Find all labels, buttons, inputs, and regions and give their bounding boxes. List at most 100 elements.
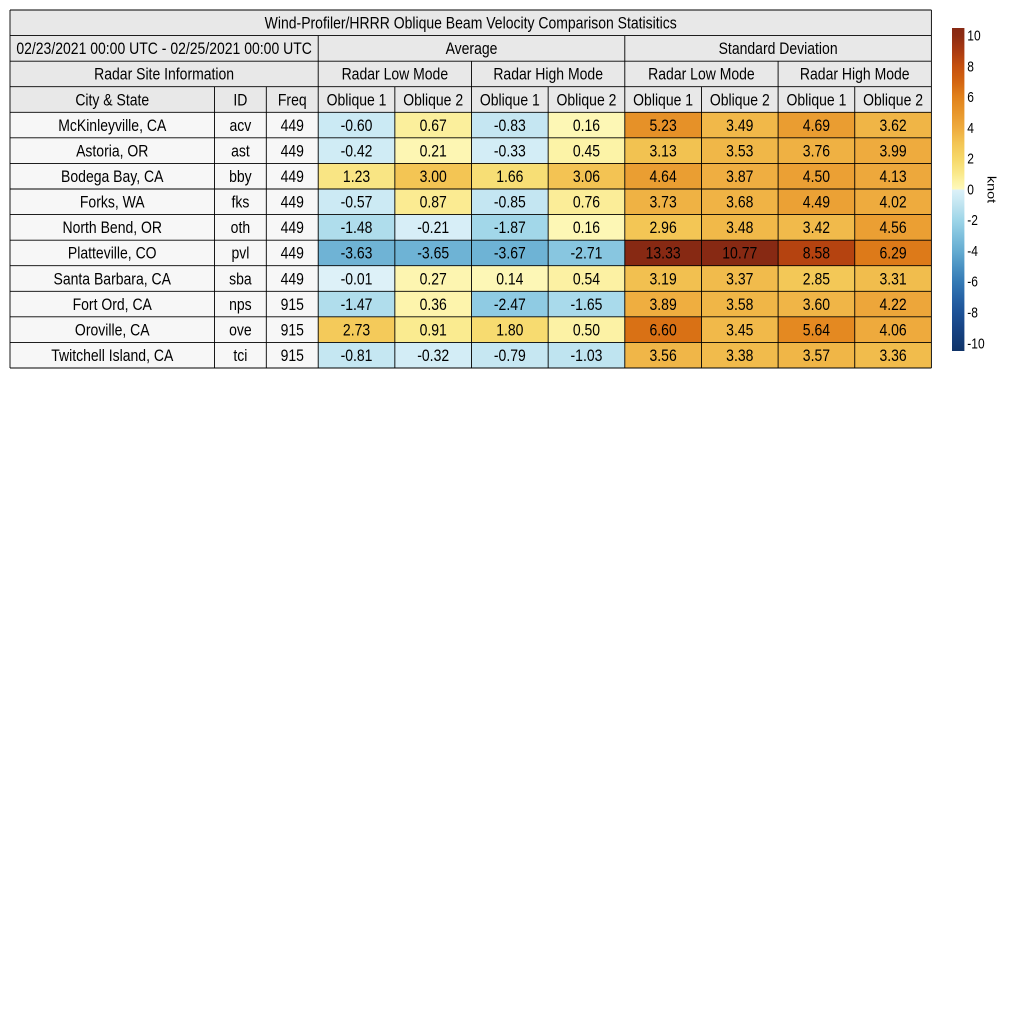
svg-text:449: 449 bbox=[281, 142, 304, 160]
svg-text:nps: nps bbox=[229, 296, 252, 314]
svg-text:4.13: 4.13 bbox=[879, 168, 906, 186]
svg-text:3.00: 3.00 bbox=[420, 168, 447, 186]
svg-text:ast: ast bbox=[231, 142, 250, 160]
svg-text:Standard Deviation: Standard Deviation bbox=[719, 40, 838, 58]
svg-text:5.23: 5.23 bbox=[650, 117, 677, 135]
svg-text:13.33: 13.33 bbox=[646, 245, 681, 263]
svg-text:0.91: 0.91 bbox=[420, 321, 447, 339]
svg-text:-0.60: -0.60 bbox=[341, 117, 373, 135]
svg-text:1.80: 1.80 bbox=[496, 321, 523, 339]
svg-text:0.36: 0.36 bbox=[420, 296, 447, 314]
svg-text:Forks, WA: Forks, WA bbox=[80, 193, 145, 211]
svg-text:-10: -10 bbox=[967, 335, 984, 351]
svg-text:North Bend, OR: North Bend, OR bbox=[62, 219, 162, 237]
svg-text:3.31: 3.31 bbox=[879, 270, 906, 288]
svg-text:4.02: 4.02 bbox=[879, 193, 906, 211]
svg-text:3.36: 3.36 bbox=[879, 347, 906, 365]
svg-text:Oblique 2: Oblique 2 bbox=[403, 91, 463, 109]
svg-text:2.96: 2.96 bbox=[650, 219, 677, 237]
svg-text:Oblique 2: Oblique 2 bbox=[557, 91, 617, 109]
svg-text:4.69: 4.69 bbox=[803, 117, 830, 135]
svg-text:ID: ID bbox=[233, 91, 247, 109]
svg-text:0.21: 0.21 bbox=[420, 142, 447, 160]
svg-text:1.23: 1.23 bbox=[343, 168, 370, 186]
svg-text:3.49: 3.49 bbox=[726, 117, 753, 135]
svg-text:5.64: 5.64 bbox=[803, 321, 831, 339]
svg-text:-0.42: -0.42 bbox=[341, 142, 373, 160]
svg-text:-0.83: -0.83 bbox=[494, 117, 526, 135]
svg-text:3.60: 3.60 bbox=[803, 296, 830, 314]
svg-text:sba: sba bbox=[229, 270, 252, 288]
svg-text:3.58: 3.58 bbox=[726, 296, 753, 314]
svg-text:0.87: 0.87 bbox=[420, 193, 447, 211]
svg-text:Fort Ord, CA: Fort Ord, CA bbox=[73, 296, 153, 314]
svg-text:0.16: 0.16 bbox=[573, 117, 600, 135]
svg-text:Platteville, CO: Platteville, CO bbox=[68, 245, 157, 263]
svg-text:Bodega Bay, CA: Bodega Bay, CA bbox=[61, 168, 164, 186]
svg-text:2.73: 2.73 bbox=[343, 321, 370, 339]
svg-text:4.50: 4.50 bbox=[803, 168, 830, 186]
svg-text:Oblique 1: Oblique 1 bbox=[327, 91, 387, 109]
svg-text:-8: -8 bbox=[967, 304, 978, 320]
svg-text:449: 449 bbox=[281, 219, 304, 237]
svg-text:Radar Low Mode: Radar Low Mode bbox=[648, 66, 755, 84]
svg-text:-3.67: -3.67 bbox=[494, 245, 526, 263]
svg-text:3.42: 3.42 bbox=[803, 219, 830, 237]
svg-text:-4: -4 bbox=[967, 243, 978, 259]
svg-text:3.13: 3.13 bbox=[650, 142, 677, 160]
svg-text:6: 6 bbox=[967, 89, 974, 105]
svg-text:8.58: 8.58 bbox=[803, 245, 830, 263]
svg-text:-0.85: -0.85 bbox=[494, 193, 526, 211]
svg-text:-1.47: -1.47 bbox=[341, 296, 373, 314]
svg-text:-3.63: -3.63 bbox=[341, 245, 373, 263]
svg-text:3.89: 3.89 bbox=[650, 296, 677, 314]
svg-text:0.27: 0.27 bbox=[420, 270, 447, 288]
svg-text:3.19: 3.19 bbox=[650, 270, 677, 288]
svg-text:-2: -2 bbox=[967, 212, 978, 228]
svg-text:0.45: 0.45 bbox=[573, 142, 600, 160]
svg-text:10: 10 bbox=[967, 28, 980, 44]
svg-text:8: 8 bbox=[967, 58, 974, 74]
svg-text:3.62: 3.62 bbox=[879, 117, 906, 135]
svg-text:-0.57: -0.57 bbox=[341, 193, 373, 211]
svg-text:-2.47: -2.47 bbox=[494, 296, 526, 314]
svg-text:ove: ove bbox=[229, 321, 252, 339]
svg-text:bby: bby bbox=[229, 168, 252, 186]
svg-text:2: 2 bbox=[967, 151, 974, 167]
svg-text:Oblique 1: Oblique 1 bbox=[480, 91, 540, 109]
svg-text:3.38: 3.38 bbox=[726, 347, 753, 365]
svg-text:449: 449 bbox=[281, 117, 304, 135]
svg-text:0: 0 bbox=[967, 181, 974, 197]
svg-text:-1.03: -1.03 bbox=[571, 347, 603, 365]
svg-text:915: 915 bbox=[281, 296, 304, 314]
svg-text:Twitchell Island, CA: Twitchell Island, CA bbox=[51, 347, 174, 365]
svg-text:3.37: 3.37 bbox=[726, 270, 753, 288]
svg-text:acv: acv bbox=[230, 117, 252, 135]
svg-text:449: 449 bbox=[281, 193, 304, 211]
svg-text:-0.33: -0.33 bbox=[494, 142, 526, 160]
svg-text:-1.87: -1.87 bbox=[494, 219, 526, 237]
svg-text:3.45: 3.45 bbox=[726, 321, 753, 339]
svg-text:-1.48: -1.48 bbox=[341, 219, 373, 237]
svg-text:Santa Barbara, CA: Santa Barbara, CA bbox=[54, 270, 172, 288]
svg-text:02/23/2021 00:00 UTC - 02/25/2: 02/23/2021 00:00 UTC - 02/25/2021 00:00 … bbox=[16, 40, 312, 58]
svg-text:Wind-Profiler/HRRR Oblique Bea: Wind-Profiler/HRRR Oblique Beam Velocity… bbox=[265, 14, 677, 32]
svg-text:-0.79: -0.79 bbox=[494, 347, 526, 365]
svg-text:0.50: 0.50 bbox=[573, 321, 600, 339]
svg-text:3.87: 3.87 bbox=[726, 168, 753, 186]
svg-text:oth: oth bbox=[231, 219, 250, 237]
svg-text:3.57: 3.57 bbox=[803, 347, 830, 365]
svg-text:3.56: 3.56 bbox=[650, 347, 677, 365]
svg-text:Radar High Mode: Radar High Mode bbox=[493, 66, 603, 84]
svg-text:4.22: 4.22 bbox=[879, 296, 906, 314]
svg-text:-0.01: -0.01 bbox=[341, 270, 373, 288]
svg-text:3.76: 3.76 bbox=[803, 142, 830, 160]
svg-text:McKinleyville, CA: McKinleyville, CA bbox=[58, 117, 167, 135]
svg-text:3.53: 3.53 bbox=[726, 142, 753, 160]
svg-text:4.64: 4.64 bbox=[650, 168, 678, 186]
svg-text:Radar Low Mode: Radar Low Mode bbox=[342, 66, 449, 84]
svg-text:-0.21: -0.21 bbox=[417, 219, 449, 237]
svg-text:Oblique 2: Oblique 2 bbox=[710, 91, 770, 109]
svg-text:3.68: 3.68 bbox=[726, 193, 753, 211]
svg-text:3.73: 3.73 bbox=[650, 193, 677, 211]
